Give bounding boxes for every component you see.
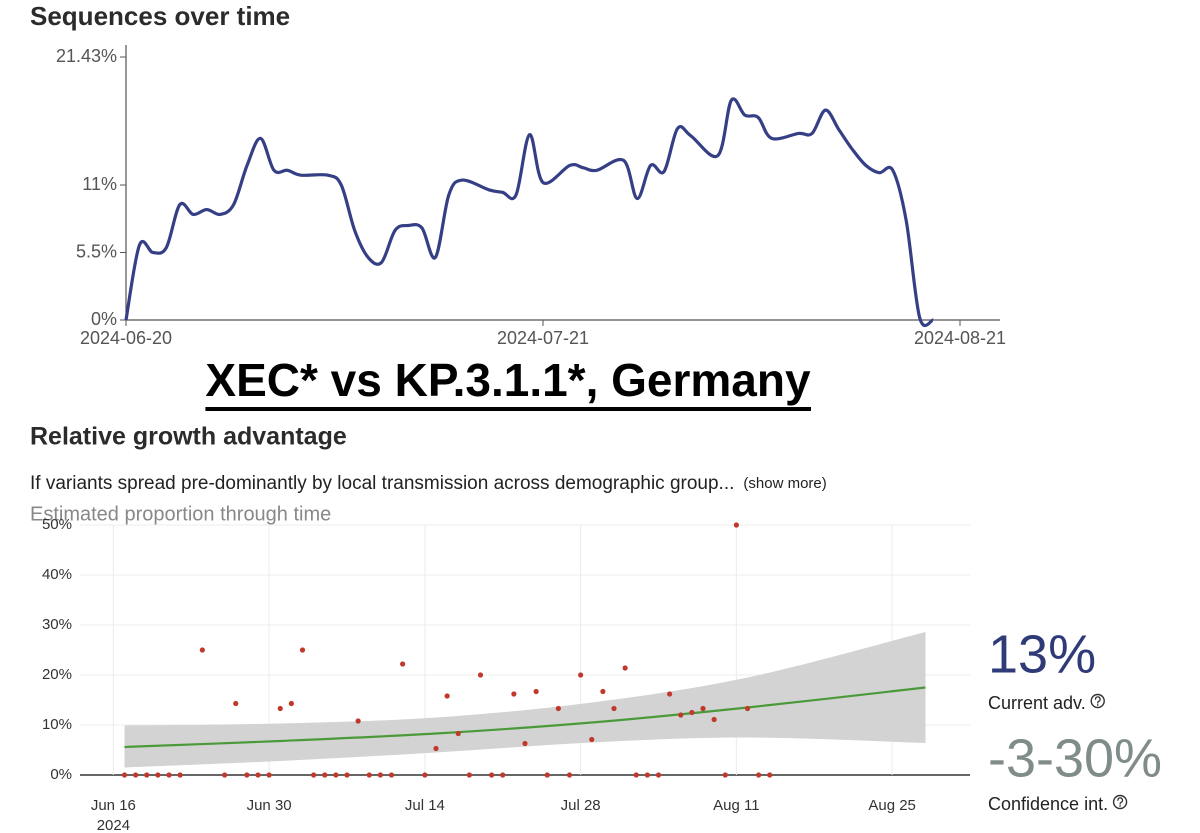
data-point — [600, 688, 606, 695]
y-tick-label: 11% — [82, 174, 117, 194]
x-tick-label: Jul 28 — [561, 797, 601, 814]
data-point — [144, 772, 150, 778]
data-point — [511, 691, 517, 697]
data-point — [500, 772, 506, 778]
data-point — [121, 772, 128, 778]
data-point — [700, 705, 706, 712]
data-point — [444, 693, 450, 699]
data-point — [622, 665, 628, 671]
data-point — [566, 772, 573, 778]
chart-title: Sequences over time — [30, 1, 290, 31]
data-point — [711, 716, 717, 723]
data-point — [244, 772, 250, 778]
y-tick-label: 10% — [42, 716, 72, 733]
y-tick-label: 0% — [50, 766, 72, 783]
data-point — [255, 772, 261, 778]
x-tick-label: Aug 11 — [713, 797, 759, 814]
data-point — [667, 691, 673, 697]
show-more[interactable]: (show more) — [743, 475, 826, 492]
data-point — [722, 772, 728, 778]
x-tick-label: 2024-08-21 — [914, 328, 1006, 348]
data-point — [733, 522, 739, 528]
data-point — [277, 705, 283, 712]
y-tick-label: 20% — [42, 666, 72, 683]
data-point — [233, 700, 239, 707]
x-tick-label: 2024-07-21 — [497, 328, 589, 348]
x-year-label: 2024 — [97, 817, 130, 833]
data-point — [455, 730, 461, 737]
data-point — [767, 772, 773, 778]
data-point — [322, 772, 328, 778]
x-tick-label: 2024-06-20 — [80, 328, 172, 348]
data-point — [522, 740, 528, 747]
y-tick-label: 21.43% — [56, 46, 117, 66]
data-point — [299, 647, 306, 653]
stat-label: Current adv. — [988, 693, 1086, 713]
data-point — [355, 718, 361, 724]
data-point — [644, 772, 650, 778]
section-title: Relative growth advantage — [30, 423, 347, 451]
data-point — [311, 772, 317, 778]
data-point — [744, 705, 751, 712]
chart: 0% 5.5% 11% 21.43% 2024-06-20 2024-07-21 2024-… — [56, 45, 1006, 348]
data-point — [544, 772, 550, 778]
stat-value: -3-30% — [988, 728, 1162, 788]
data-point — [489, 772, 495, 778]
data-point — [377, 772, 383, 778]
data-line — [124, 97, 934, 328]
y-tick-label: 50% — [42, 516, 72, 533]
help-icon-glyph — [1117, 797, 1124, 807]
data-point — [400, 661, 406, 667]
data-point — [199, 647, 205, 653]
description: If variants spread pre-dominantly by loc… — [30, 473, 734, 494]
help-icon — [1090, 693, 1105, 709]
x-tick-label: Jun 30 — [247, 797, 292, 814]
data-point — [266, 772, 272, 778]
data-point — [633, 772, 639, 778]
data-point — [422, 772, 428, 778]
data-point — [155, 772, 161, 778]
data-point — [477, 672, 484, 678]
help-icon — [1112, 794, 1128, 810]
data-point — [133, 772, 139, 778]
data-point — [344, 772, 350, 778]
stat-label: Confidence int. — [988, 794, 1108, 814]
stat-value: 13% — [988, 624, 1096, 684]
data-point — [678, 712, 684, 718]
x-tick-label: Aug 25 — [868, 797, 916, 814]
confidence-band — [124, 632, 926, 768]
y-tick-label: 0% — [91, 309, 117, 329]
x-tick-label: Jul 14 — [405, 797, 445, 814]
chart-subtitle: Estimated proportion through time — [30, 503, 331, 525]
data-point — [222, 772, 228, 778]
y-tick-label: 30% — [42, 616, 72, 633]
data-point — [756, 772, 762, 778]
data-point — [555, 705, 561, 712]
x-tick-label: Jun 16 — [91, 797, 136, 814]
help-icon-glyph — [1094, 696, 1101, 706]
data-point — [366, 772, 372, 778]
headline: XEC* vs KP.3.1.1*, Germany — [205, 354, 811, 406]
data-point — [166, 772, 172, 778]
data-point — [689, 709, 695, 716]
fit-line — [124, 686, 926, 749]
data-point — [533, 688, 539, 695]
chart: 0% 10% 20% 30% 40% 50% Jun 16 2024 Jun 30 Jul 14 J… — [42, 516, 970, 833]
data-point — [578, 672, 584, 678]
data-point — [433, 745, 439, 752]
y-tick-label: 40% — [42, 566, 72, 583]
data-point — [177, 772, 183, 778]
data-point — [333, 772, 339, 778]
data-point — [655, 772, 662, 778]
data-point — [388, 772, 395, 778]
data-point — [288, 700, 294, 707]
data-point — [466, 772, 472, 778]
y-tick-label: 5.5% — [76, 241, 117, 261]
data-point — [589, 736, 595, 743]
data-point — [611, 705, 617, 712]
